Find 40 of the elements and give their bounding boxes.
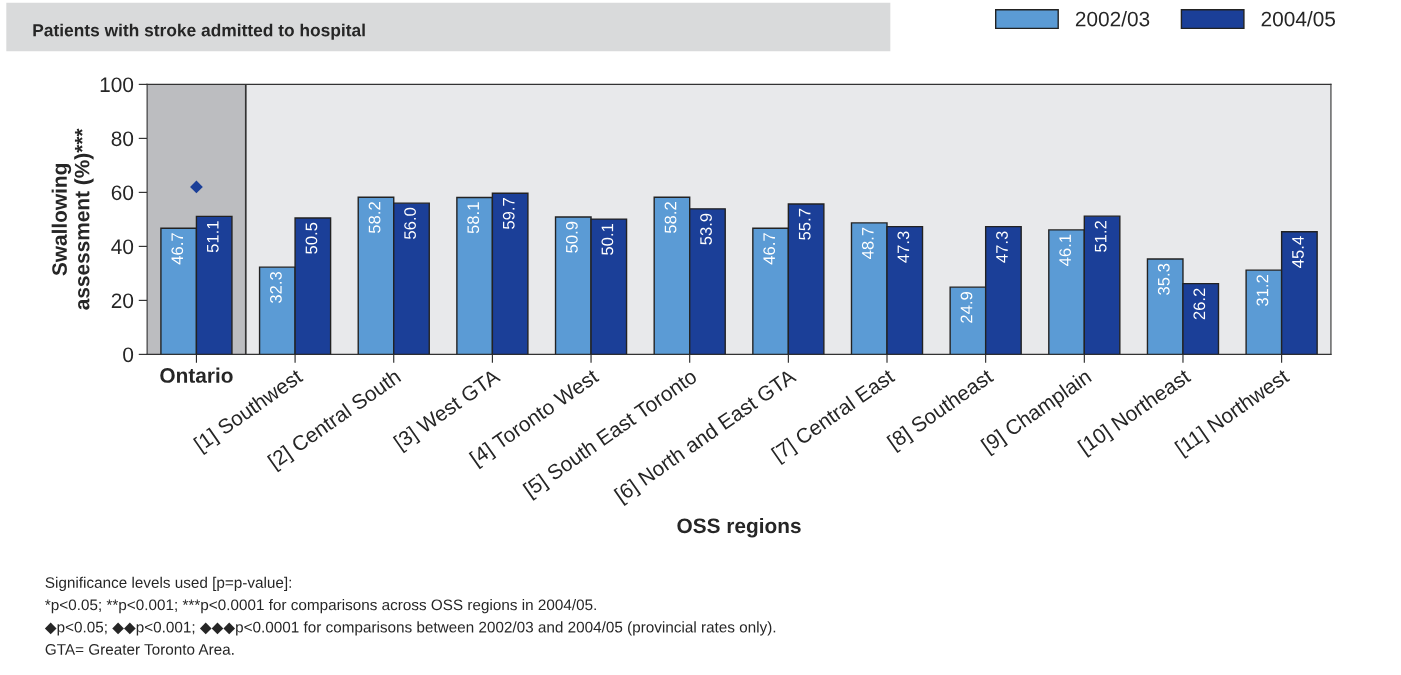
text: ◆p<0.05; ◆◆p<0.001; ◆◆◆p<0.0001 for comparisons between 2002/03 and 2004/05 (provincial rates only). bbox=[44, 621, 776, 636]
y-tick-label: 80 bbox=[111, 131, 134, 147]
text: Significance levels used [p=p-value]: bbox=[45, 576, 291, 591]
data-label: 46.1 bbox=[1059, 234, 1072, 267]
data-label: 58.2 bbox=[664, 202, 677, 234]
data-label: 53.9 bbox=[700, 213, 712, 245]
data-label: 32.3 bbox=[270, 271, 282, 304]
text: *p<0.05; **p<0.001; ***p<0.0001 for comparisons across OSS regions in 2004/05. bbox=[45, 599, 596, 614]
data-label: 35.3 bbox=[1157, 263, 1170, 295]
data-label: 46.7 bbox=[763, 233, 776, 265]
y-tick-label: 40 bbox=[111, 239, 134, 255]
annotation: ◆ bbox=[190, 180, 203, 194]
data-label: 50.1 bbox=[601, 223, 614, 255]
y-axis-title: Swallowing assessment (%)*** bbox=[51, 128, 94, 310]
data-label: 58.1 bbox=[467, 202, 480, 234]
data-label: 50.9 bbox=[565, 221, 578, 253]
y-tick-label: 100 bbox=[100, 77, 134, 93]
data-label: 55.7 bbox=[798, 208, 811, 240]
y-tick-label: 60 bbox=[111, 185, 134, 201]
data-label: 46.7 bbox=[171, 233, 184, 265]
legend-label: 2004/05 bbox=[1261, 11, 1336, 27]
y-tick-label: 20 bbox=[111, 293, 134, 309]
data-label: 45.4 bbox=[1292, 236, 1304, 268]
data-label: 56.0 bbox=[404, 207, 416, 239]
data-label: 47.3 bbox=[897, 231, 910, 263]
data-label: 50.5 bbox=[305, 222, 318, 254]
y-tick-label: 0 bbox=[123, 347, 134, 363]
data-label: 51.2 bbox=[1094, 221, 1107, 252]
data-label: 31.2 bbox=[1256, 275, 1269, 306]
data-label: 47.3 bbox=[996, 231, 1008, 263]
data-label: 48.7 bbox=[861, 227, 874, 259]
data-label: 24.9 bbox=[960, 291, 973, 323]
data-label: 26.2 bbox=[1193, 288, 1206, 320]
text: GTA= Greater Toronto Area. bbox=[45, 643, 234, 655]
data-label: 51.1 bbox=[207, 221, 219, 253]
legend-label: 2002/03 bbox=[1075, 11, 1150, 27]
x-axis-title: OSS regions bbox=[677, 517, 801, 538]
data-label: 59.7 bbox=[502, 198, 515, 229]
chart-title: Patients with stroke admitted to hospital bbox=[33, 23, 365, 40]
data-label: 58.2 bbox=[368, 202, 381, 234]
